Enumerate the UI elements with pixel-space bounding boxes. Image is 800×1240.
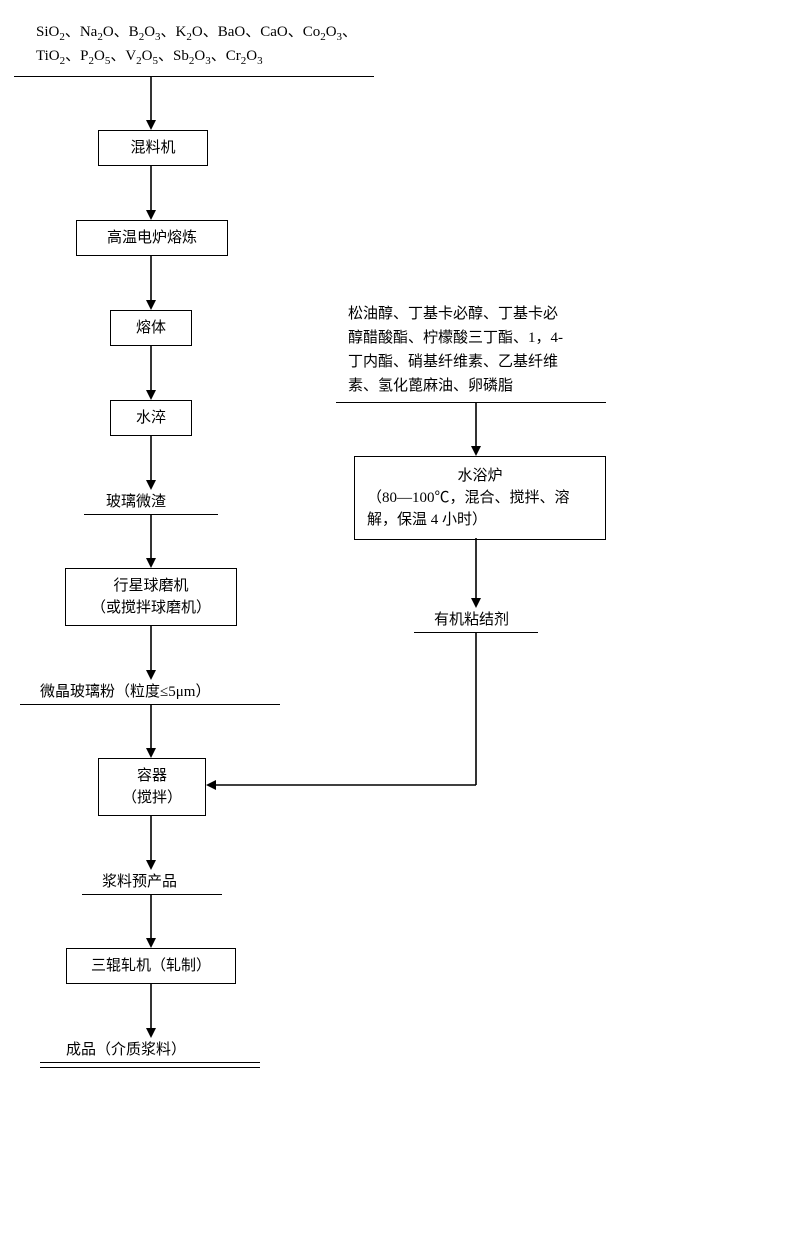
arrow-binder-to-container: [206, 632, 486, 792]
arrow: [470, 402, 482, 456]
arrow: [470, 538, 482, 608]
container-l2: （搅拌）: [122, 790, 182, 806]
node-rolling: 三辊轧机（轧制）: [66, 948, 236, 984]
ing-l1: 松油醇、丁基卡必醇、丁基卡必: [348, 306, 558, 322]
arrow: [145, 626, 157, 680]
arrow: [145, 984, 157, 1038]
rolling-label: 三辊轧机（轧制）: [91, 958, 211, 974]
bath-l1: 水浴炉: [457, 468, 502, 484]
arrow: [145, 256, 157, 310]
furnace-label: 高温电炉熔炼: [107, 230, 197, 246]
ing-l3: 丁内酯、硝基纤维素、乙基纤维: [348, 354, 558, 370]
arrow: [145, 514, 157, 568]
arrow: [145, 76, 157, 130]
final-label: 成品（介质浆料）: [66, 1040, 186, 1060]
ball-mill-l1: 行星球磨机: [113, 578, 188, 594]
preproduct-label: 浆料预产品: [102, 872, 177, 892]
glass-powder-label: 微晶玻璃粉（粒度≤5μm）: [40, 682, 210, 702]
ingredients-label: 松油醇、丁基卡必醇、丁基卡必 醇醋酸酯、柠檬酸三丁酯、1，4- 丁内酯、硝基纤维…: [348, 302, 608, 398]
node-ball-mill: 行星球磨机 （或搅拌球磨机）: [65, 568, 237, 626]
node-melt: 熔体: [110, 310, 192, 346]
final-double-underline: [40, 1062, 260, 1068]
glass-slag-label: 玻璃微渣: [106, 492, 166, 512]
node-quench: 水淬: [110, 400, 192, 436]
node-bath: 水浴炉 （80—100℃，混合、搅拌、溶 解，保温 4 小时）: [354, 456, 606, 540]
binder-label: 有机粘结剂: [434, 610, 509, 630]
arrow: [145, 166, 157, 220]
node-container: 容器 （搅拌）: [98, 758, 206, 816]
compounds-label: SiO2、Na2O、B2O3、K2O、BaO、CaO、Co2O3、 TiO2、P…: [36, 20, 576, 68]
ing-l2: 醇醋酸酯、柠檬酸三丁酯、1，4-: [348, 330, 563, 346]
arrow: [145, 816, 157, 870]
flowchart: SiO2、Na2O、B2O3、K2O、BaO、CaO、Co2O3、 TiO2、P…: [10, 20, 790, 1220]
mixer-label: 混料机: [130, 140, 175, 156]
arrow: [145, 704, 157, 758]
bath-l3: 解，保温 4 小时）: [367, 512, 487, 528]
arrow: [145, 346, 157, 400]
ing-l4: 素、氢化蓖麻油、卵磷脂: [348, 378, 513, 394]
ball-mill-l2: （或搅拌球磨机）: [91, 600, 211, 616]
melt-label: 熔体: [136, 320, 166, 336]
node-furnace: 高温电炉熔炼: [76, 220, 228, 256]
bath-l2: （80—100℃，混合、搅拌、溶: [367, 490, 570, 506]
compounds-underline: [14, 76, 374, 77]
node-mixer: 混料机: [98, 130, 208, 166]
container-l1: 容器: [137, 768, 167, 784]
arrow: [145, 436, 157, 490]
arrow: [145, 894, 157, 948]
quench-label: 水淬: [136, 410, 166, 426]
